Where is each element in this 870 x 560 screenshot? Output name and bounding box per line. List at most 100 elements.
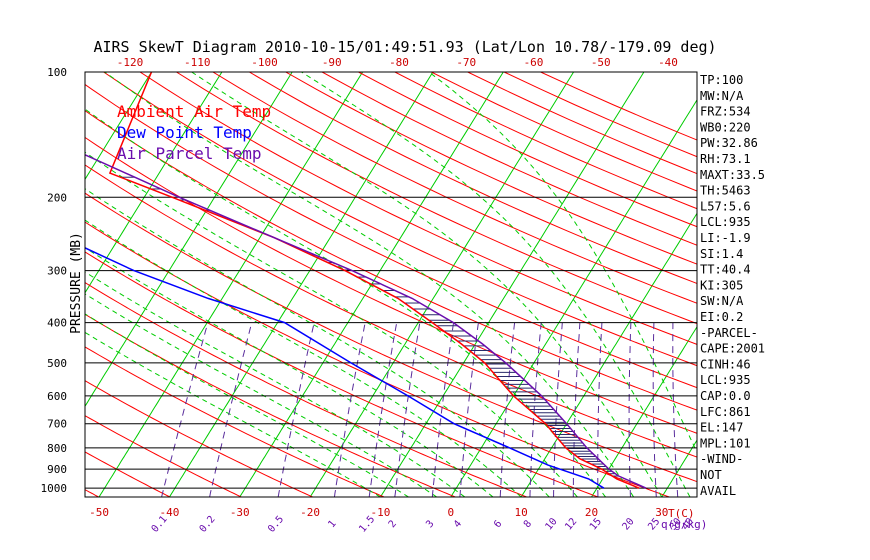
mixing-ratio-line: [499, 322, 516, 497]
index-label: RH:73.1: [700, 152, 751, 166]
mixing-ratio-line: [597, 322, 603, 497]
isotherm-line: [98, 72, 364, 497]
cape-hatching: [120, 176, 619, 477]
dry-adiabat-line: [358, 72, 697, 228]
mixing-ratio-line: [431, 322, 455, 497]
moist-adiabat-line: [85, 313, 409, 497]
pressure-tick-label: 400: [47, 317, 67, 330]
chart-title: AIRS SkewT Diagram 2010-10-15/01:49:51.9…: [93, 38, 716, 56]
dry-adiabat-line: [212, 72, 697, 304]
legend-air-parcel-temp: Air Parcel Temp: [117, 144, 262, 163]
index-label: NOT: [700, 468, 722, 482]
index-label: LCL:935: [700, 215, 751, 229]
moist-adiabat-line: [85, 247, 494, 497]
dry-adiabat-line: [85, 83, 697, 389]
isotherm-line: [168, 72, 434, 497]
index-label: MAXT:33.5: [700, 168, 765, 182]
index-label: CAP:0.0: [700, 389, 751, 403]
dry-adiabat-line: [285, 72, 697, 265]
mixing-ratio-tick-label: 6: [492, 519, 504, 531]
pressure-tick-label: 700: [47, 418, 67, 431]
isotherm-line: [661, 439, 697, 497]
mixing-ratio-line: [161, 322, 209, 497]
dry-adiabat-line: [249, 72, 697, 285]
top-temp-tick-label: -100: [251, 56, 278, 69]
bottom-temp-tick-label: -50: [89, 506, 109, 519]
mixing-ratio-tick-label: 20: [620, 516, 636, 532]
isotherm-line: [0, 72, 11, 497]
index-label: FRZ:534: [700, 105, 751, 119]
dry-adiabat-line: [85, 251, 599, 497]
mixing-ratio-line: [209, 322, 253, 497]
moist-adiabat-line: [85, 219, 522, 497]
index-label: MPL:101: [700, 436, 751, 450]
bottom-temp-tick-label: -40: [159, 506, 179, 519]
y-axis-label: PRESSURE (MB): [69, 232, 84, 334]
dew-point-line: [85, 247, 605, 489]
dry-adiabat-line: [85, 281, 527, 497]
mixing-ratio-tick-label: 4: [452, 519, 464, 531]
index-label: LFC:861: [700, 405, 751, 419]
dry-adiabat-line: [85, 346, 385, 497]
moist-adiabat-line: [85, 271, 466, 497]
dry-adiabat-line: [85, 110, 697, 411]
pressure-tick-label: 1000: [41, 482, 68, 495]
index-label: LCL:935: [700, 373, 751, 387]
moist-adiabat-line: [85, 293, 437, 497]
moist-adiabat-line: [85, 151, 578, 497]
bottom-temp-tick-label: 20: [585, 506, 598, 519]
background-grid: [0, 72, 697, 497]
pressure-tick-label: 900: [47, 463, 67, 476]
bottom-temp-tick-label: 10: [515, 506, 528, 519]
pressure-tick-label: 300: [47, 265, 67, 278]
mixing-ratio-tick-label: 0.2: [198, 514, 218, 535]
ambient-temp-line: [108, 72, 640, 489]
pressure-tick-label: 200: [47, 191, 67, 204]
parcel-temp-line: [85, 153, 647, 489]
dry-adiabat-line: [139, 72, 697, 345]
index-label: CAPE:2001: [700, 342, 765, 356]
dry-adiabat-line: [321, 72, 697, 246]
isotherm-line: [85, 72, 293, 408]
pressure-tick-label: 500: [47, 357, 67, 370]
plot-frame: [84, 71, 698, 498]
top-temp-tick-label: -50: [591, 56, 611, 69]
top-temp-tick-label: -110: [184, 56, 211, 69]
mixing-ratio-tick-label: 10: [543, 516, 559, 532]
index-label: -PARCEL-: [700, 326, 758, 340]
index-label: -WIND-: [700, 452, 743, 466]
top-temp-tick-label: -70: [456, 56, 476, 69]
isotherm-line: [85, 72, 223, 294]
index-label: SI:1.4: [700, 247, 743, 261]
index-label: PW:32.86: [700, 136, 758, 150]
isobar-lines: [85, 196, 697, 489]
top-temp-tick-label: -90: [322, 56, 342, 69]
index-label: LI:-1.9: [700, 231, 751, 245]
mixing-ratio-line: [553, 322, 563, 497]
mixing-ratio-line: [652, 322, 657, 497]
legend-ambient-air-temp: Ambient Air Temp: [117, 102, 271, 121]
index-label: TT:40.4: [700, 263, 751, 277]
pressure-tick-label: 100: [47, 66, 67, 79]
mixing-ratio-tick-label: 3: [424, 519, 436, 531]
index-label: TP:100: [700, 73, 743, 87]
isotherm-line: [239, 72, 504, 497]
dry-adiabat-line: [85, 313, 456, 497]
dry-adiabat-line: [85, 451, 171, 497]
mixing-ratio-label: q(g/kg): [661, 518, 707, 531]
isotherm-line: [520, 212, 697, 497]
mixing-ratio-tick-label: 0.5: [266, 514, 286, 535]
bottom-temp-tick-label: -30: [230, 506, 250, 519]
dry-adiabat-line: [85, 136, 697, 434]
index-label: L57:5.6: [700, 199, 751, 213]
x-axis-label: T(C): [668, 507, 695, 520]
dry-adiabat-line: [85, 221, 670, 497]
index-label: AVAIL: [700, 484, 736, 498]
isotherm-line: [379, 72, 645, 497]
index-label: EL:147: [700, 421, 743, 435]
index-label: EI:0.2: [700, 310, 743, 324]
profile-lines: [85, 72, 647, 489]
pressure-tick-label: 800: [47, 442, 67, 455]
